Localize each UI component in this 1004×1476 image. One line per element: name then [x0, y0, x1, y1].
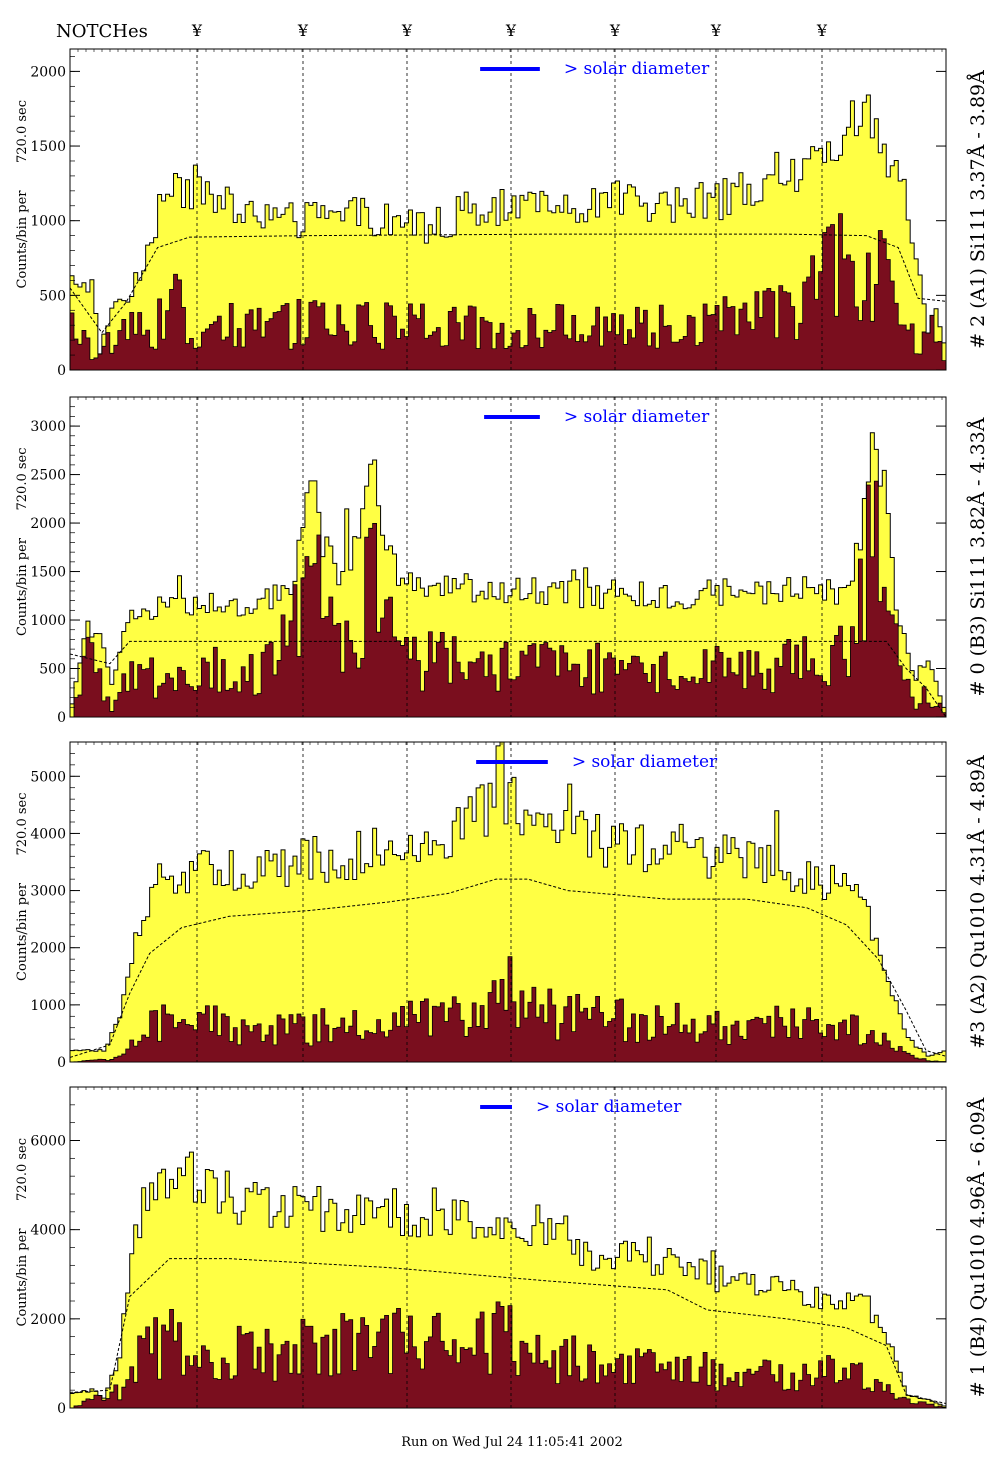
notch-symbol: ¥ — [816, 21, 828, 40]
y-axis-unit: 720.0 sec — [15, 100, 30, 163]
run-timestamp: Run on Wed Jul 24 11:05:41 2002 — [401, 1435, 623, 1450]
y-tick-label: 1000 — [30, 613, 66, 629]
outline-series-line — [69, 741, 947, 1062]
outline-series-line — [69, 432, 947, 717]
outline-series-line — [69, 1151, 947, 1408]
y-axis-label: Counts/bin per — [15, 537, 30, 636]
panel-b3-si111: 0 500 1000 1500 2000 2500 3000 > solar diameter… — [15, 396, 989, 726]
mean-curve — [69, 640, 947, 718]
panel-b4-qu1010: 0 2000 4000 6000 > solar diameter Counts/bin … — [15, 1086, 989, 1417]
y-tick-label: 0 — [57, 1401, 66, 1417]
y-tick-label: 2000 — [30, 1312, 66, 1328]
y-tick-label: 2000 — [30, 516, 66, 532]
outline-series-area — [70, 742, 946, 1062]
panel-a1-si111: 0 500 1000 1500 2000 > solar diameter Counts/b… — [15, 48, 989, 379]
notch-symbol: ¥ — [191, 21, 203, 40]
solar-diameter-label: > solar diameter — [572, 752, 718, 772]
notch-symbols: ¥ ¥ ¥ ¥ ¥ ¥ ¥ — [191, 21, 828, 40]
y-tick-label: 2000 — [30, 941, 66, 957]
panel-label: # 0 (B3) Si111 3.82Å - 4.33Å — [967, 417, 989, 696]
y-tick-label: 3000 — [30, 419, 66, 435]
y-tick-label: 3000 — [30, 884, 66, 900]
panel-label: # 2 (A1) Si111 3.37Å - 3.89Å — [967, 70, 989, 349]
panel-a2-qu1010: 0 1000 2000 3000 4000 5000 > solar diameter Cou… — [15, 741, 989, 1071]
dark-series-area — [69, 213, 947, 371]
notch-symbol: ¥ — [609, 21, 621, 40]
notches-label: NOTCHes — [56, 21, 148, 42]
y-tick-label: 500 — [39, 662, 66, 678]
dark-series-area — [70, 956, 947, 1063]
y-tick-label: 5000 — [30, 769, 66, 785]
solar-diameter-label: > solar diameter — [564, 59, 710, 79]
y-tick-label: 500 — [39, 288, 66, 304]
notch-symbol: ¥ — [297, 21, 309, 40]
y-tick-label: 0 — [57, 363, 66, 379]
y-axis-unit: 720.0 sec — [15, 448, 30, 511]
y-tick-label: 1000 — [30, 998, 66, 1014]
y-tick-label: 1000 — [30, 214, 66, 230]
y-axis-label: Counts/bin per — [15, 882, 30, 981]
panel-label: #3 (A2) Qu1010 4.31Å - 4.89Å — [967, 755, 989, 1049]
y-tick-label: 6000 — [30, 1134, 66, 1150]
y-tick-label: 2000 — [30, 64, 66, 80]
mean-curve — [69, 1258, 947, 1405]
dark-series-area — [70, 480, 947, 718]
y-axis-unit: 720.0 sec — [15, 793, 30, 856]
y-axis-unit: 720.0 sec — [15, 1138, 30, 1201]
dark-series-area — [70, 1301, 947, 1409]
y-axis-label: Counts/bin per — [15, 190, 30, 289]
solar-diameter-label: > solar diameter — [564, 407, 710, 427]
y-tick-label: 1500 — [30, 139, 66, 155]
mean-curve — [69, 233, 947, 334]
y-axis-label: Counts/bin per — [15, 1228, 30, 1327]
y-tick-label: 0 — [57, 710, 66, 726]
y-tick-label: 1500 — [30, 565, 66, 581]
panel-label: # 1 (B4) Qu1010 4.96Å - 6.09Å — [967, 1097, 989, 1397]
outline-series-line — [69, 94, 947, 370]
notch-symbol: ¥ — [401, 21, 413, 40]
y-tick-label: 0 — [57, 1055, 66, 1071]
notch-symbol: ¥ — [710, 21, 722, 40]
y-tick-label: 4000 — [30, 1223, 66, 1239]
y-tick-label: 2500 — [30, 468, 66, 484]
notch-symbol: ¥ — [505, 21, 517, 40]
solar-diameter-label: > solar diameter — [536, 1097, 682, 1117]
y-tick-label: 4000 — [30, 826, 66, 842]
